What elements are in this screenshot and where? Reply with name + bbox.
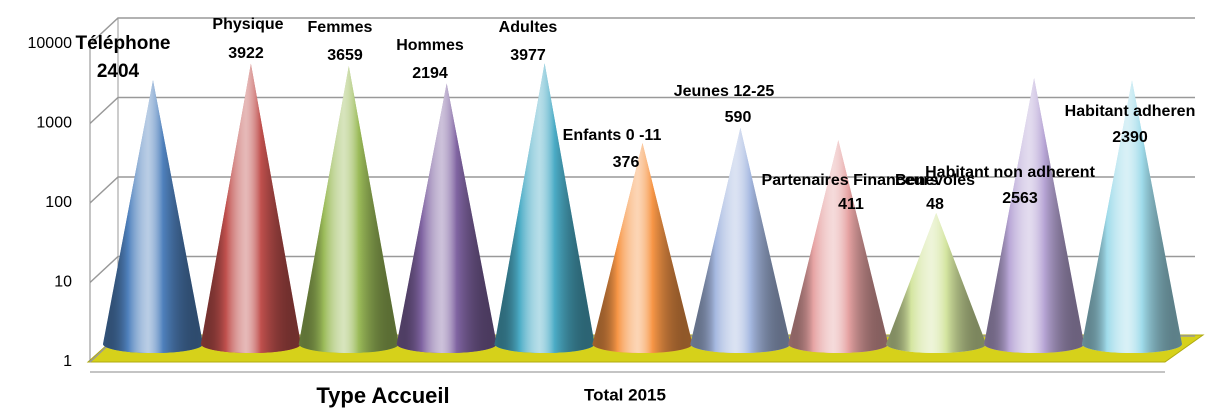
y-tick-label: 1000: [36, 115, 72, 132]
cone-shade: [494, 63, 595, 353]
value-label: 3977: [510, 47, 546, 64]
cone-shade: [788, 140, 889, 353]
cone-shade: [592, 143, 693, 353]
cone-shade: [298, 66, 399, 353]
value-label: 411: [838, 196, 864, 213]
value-label: 2194: [412, 65, 448, 82]
cone-shade: [984, 78, 1085, 353]
x-axis-label: Type Accueil: [316, 383, 449, 408]
category-label: Femmes: [308, 19, 373, 36]
category-label: Jeunes 12-25: [674, 83, 775, 100]
value-label: 2563: [1002, 190, 1038, 207]
cone-shade: [690, 127, 791, 354]
cone-shade: [200, 63, 301, 353]
y-tick-label: 100: [45, 194, 72, 211]
value-label: 2390: [1112, 129, 1148, 146]
y-tick-label: 1: [63, 353, 72, 370]
cone-shade: [1082, 80, 1182, 354]
category-label: Adultes: [499, 19, 558, 36]
category-label: Hommes: [396, 37, 464, 54]
value-label: 2404: [97, 61, 140, 82]
category-label: Habitant adheren: [1065, 103, 1196, 120]
category-label: Physique: [212, 16, 283, 33]
value-label: 376: [613, 154, 640, 171]
value-label: 590: [725, 109, 752, 126]
category-label: Habitant non adherent: [925, 164, 1095, 181]
category-label: Benevoles: [895, 172, 975, 189]
cone-shade: [103, 80, 203, 353]
value-label: 3659: [327, 47, 363, 64]
cone-shade: [886, 212, 987, 353]
category-label: Partenaires Financeurs: [762, 172, 939, 189]
grid-line: [89, 17, 1195, 45]
value-label: 48: [926, 196, 944, 213]
cone-shade: [396, 83, 497, 353]
grid-line: [89, 96, 1195, 125]
y-tick-label: 10: [54, 274, 72, 291]
series-label: Total 2015: [584, 385, 666, 404]
category-label: Enfants 0 -11: [563, 127, 662, 144]
value-label: 3922: [228, 45, 264, 62]
category-label: Téléphone: [75, 33, 170, 54]
y-tick-label: 10000: [28, 35, 73, 52]
